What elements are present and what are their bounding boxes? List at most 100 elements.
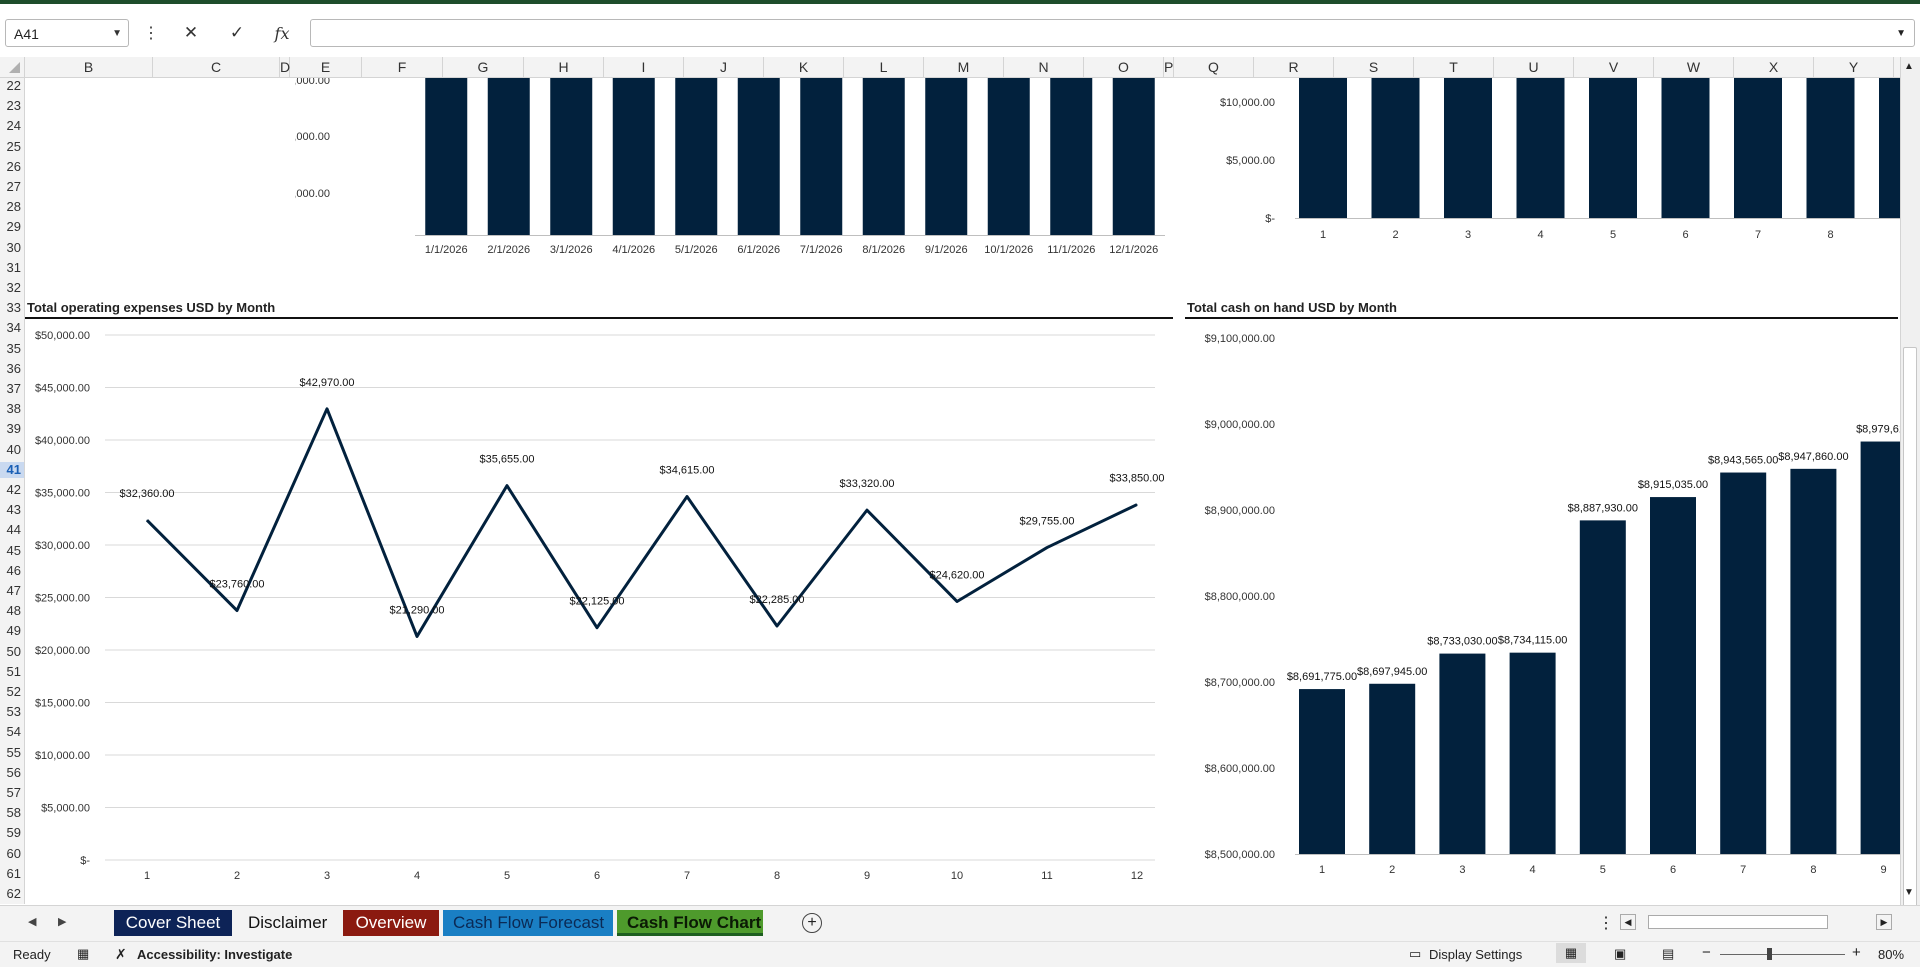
row-header-29[interactable]: 29 bbox=[0, 219, 24, 235]
chevron-down-icon[interactable]: ▼ bbox=[1896, 28, 1906, 39]
column-header-q[interactable]: Q bbox=[1174, 57, 1254, 77]
accessibility-status[interactable]: Accessibility: Investigate bbox=[137, 947, 292, 962]
row-header-32[interactable]: 32 bbox=[0, 280, 24, 296]
column-header-p[interactable]: P bbox=[1164, 57, 1174, 77]
display-settings-icon[interactable]: ▭ bbox=[1409, 946, 1421, 962]
scroll-left-icon[interactable]: ◀ bbox=[1620, 914, 1636, 930]
row-header-53[interactable]: 53 bbox=[0, 704, 24, 720]
row-header-26[interactable]: 26 bbox=[0, 159, 24, 175]
column-header-c[interactable]: C bbox=[153, 57, 280, 77]
row-header-61[interactable]: 61 bbox=[0, 866, 24, 882]
fx-icon[interactable]: fx bbox=[267, 19, 297, 47]
column-header-m[interactable]: M bbox=[924, 57, 1004, 77]
scroll-down-icon[interactable]: ▼ bbox=[1904, 887, 1914, 898]
row-header-54[interactable]: 54 bbox=[0, 724, 24, 740]
more-options-icon[interactable]: ⋮ bbox=[1598, 913, 1614, 933]
sheet-tab-disclaimer[interactable]: Disclaimer bbox=[238, 910, 334, 936]
row-header-28[interactable]: 28 bbox=[0, 199, 24, 215]
vertical-scroll-thumb[interactable] bbox=[1903, 347, 1917, 907]
column-header-y[interactable]: Y bbox=[1814, 57, 1894, 77]
page-layout-icon[interactable]: ▣ bbox=[1614, 946, 1626, 962]
row-header-59[interactable]: 59 bbox=[0, 825, 24, 841]
column-header-h[interactable]: H bbox=[524, 57, 604, 77]
row-header-36[interactable]: 36 bbox=[0, 361, 24, 377]
scroll-up-icon[interactable]: ▲ bbox=[1904, 61, 1914, 72]
column-header-f[interactable]: F bbox=[362, 57, 443, 77]
row-header-31[interactable]: 31 bbox=[0, 260, 24, 276]
more-options-icon[interactable]: ⋮ bbox=[136, 19, 166, 47]
column-header-d[interactable]: D bbox=[280, 57, 290, 77]
check-icon[interactable]: ✓ bbox=[222, 19, 252, 47]
row-header-46[interactable]: 46 bbox=[0, 563, 24, 579]
row-header-30[interactable]: 30 bbox=[0, 240, 24, 256]
row-header-44[interactable]: 44 bbox=[0, 522, 24, 538]
worksheet-grid[interactable]: $8,600,000.00$8,500,000.00$8,400,000.001… bbox=[25, 78, 1900, 904]
column-header-j[interactable]: J bbox=[684, 57, 764, 77]
formula-input[interactable]: ▼ bbox=[310, 19, 1915, 47]
column-header-r[interactable]: R bbox=[1254, 57, 1334, 77]
row-header-22[interactable]: 22 bbox=[0, 78, 24, 94]
row-header-50[interactable]: 50 bbox=[0, 644, 24, 660]
row-header-25[interactable]: 25 bbox=[0, 139, 24, 155]
row-header-41[interactable]: 41 bbox=[0, 462, 24, 478]
zoom-in-icon[interactable]: + bbox=[1852, 944, 1861, 961]
row-header-43[interactable]: 43 bbox=[0, 502, 24, 518]
x-icon[interactable]: ✕ bbox=[176, 19, 206, 47]
column-header-x[interactable]: X bbox=[1734, 57, 1814, 77]
column-header-v[interactable]: V bbox=[1574, 57, 1654, 77]
prev-sheet-icon[interactable]: ◀ bbox=[28, 915, 36, 928]
row-header-57[interactable]: 57 bbox=[0, 785, 24, 801]
row-header-52[interactable]: 52 bbox=[0, 684, 24, 700]
row-header-34[interactable]: 34 bbox=[0, 320, 24, 336]
row-header-39[interactable]: 39 bbox=[0, 421, 24, 437]
zoom-level[interactable]: 80% bbox=[1878, 947, 1904, 962]
zoom-slider-thumb[interactable] bbox=[1767, 948, 1772, 960]
sheet-tab-cover-sheet[interactable]: Cover Sheet bbox=[114, 910, 232, 936]
row-header-27[interactable]: 27 bbox=[0, 179, 24, 195]
column-header-u[interactable]: U bbox=[1494, 57, 1574, 77]
row-header-38[interactable]: 38 bbox=[0, 401, 24, 417]
scroll-right-icon[interactable]: ▶ bbox=[1876, 914, 1892, 930]
row-header-45[interactable]: 45 bbox=[0, 543, 24, 559]
row-header-60[interactable]: 60 bbox=[0, 846, 24, 862]
macro-icon[interactable]: ▦ bbox=[77, 946, 89, 962]
chart-top-left[interactable]: $8,600,000.00$8,500,000.00$8,400,000.001… bbox=[295, 78, 1195, 268]
accessibility-icon[interactable]: ✗ bbox=[115, 946, 127, 963]
sheet-tab-cash-flow-forecast[interactable]: Cash Flow Forecast bbox=[443, 910, 613, 936]
row-header-62[interactable]: 62 bbox=[0, 886, 24, 902]
zoom-slider[interactable] bbox=[1720, 954, 1845, 955]
row-header-55[interactable]: 55 bbox=[0, 745, 24, 761]
sheet-tab-overview[interactable]: Overview bbox=[343, 910, 439, 936]
row-header-47[interactable]: 47 bbox=[0, 583, 24, 599]
chevron-down-icon[interactable]: ▼ bbox=[112, 28, 122, 39]
chart-opex[interactable]: $50,000.00$45,000.00$40,000.00$35,000.00… bbox=[25, 321, 1175, 881]
row-header-56[interactable]: 56 bbox=[0, 765, 24, 781]
add-sheet-icon[interactable]: + bbox=[802, 913, 822, 933]
row-header-37[interactable]: 37 bbox=[0, 381, 24, 397]
sheet-tab-cash-flow-chart[interactable]: Cash Flow Chart bbox=[617, 910, 763, 936]
row-header-23[interactable]: 23 bbox=[0, 98, 24, 114]
column-header-s[interactable]: S bbox=[1334, 57, 1414, 77]
normal-view-icon[interactable]: ▦ bbox=[1556, 943, 1586, 963]
row-header-33[interactable]: 33 bbox=[0, 300, 24, 316]
column-header-e[interactable]: E bbox=[290, 57, 362, 77]
column-header-w[interactable]: W bbox=[1654, 57, 1734, 77]
row-header-51[interactable]: 51 bbox=[0, 664, 24, 680]
column-header-o[interactable]: O bbox=[1084, 57, 1164, 77]
column-header-t[interactable]: T bbox=[1414, 57, 1494, 77]
column-header-i[interactable]: I bbox=[604, 57, 684, 77]
zoom-out-icon[interactable]: − bbox=[1702, 944, 1711, 961]
column-header-l[interactable]: L bbox=[844, 57, 924, 77]
row-header-35[interactable]: 35 bbox=[0, 341, 24, 357]
row-header-40[interactable]: 40 bbox=[0, 442, 24, 458]
column-header-n[interactable]: N bbox=[1004, 57, 1084, 77]
page-break-icon[interactable]: ▤ bbox=[1662, 946, 1674, 962]
row-header-49[interactable]: 49 bbox=[0, 623, 24, 639]
horizontal-scrollbar[interactable] bbox=[1648, 915, 1828, 929]
vertical-scrollbar[interactable]: ▲ ▼ bbox=[1900, 57, 1920, 905]
column-header-k[interactable]: K bbox=[764, 57, 844, 77]
column-header-g[interactable]: G bbox=[443, 57, 524, 77]
row-header-24[interactable]: 24 bbox=[0, 118, 24, 134]
row-header-42[interactable]: 42 bbox=[0, 482, 24, 498]
